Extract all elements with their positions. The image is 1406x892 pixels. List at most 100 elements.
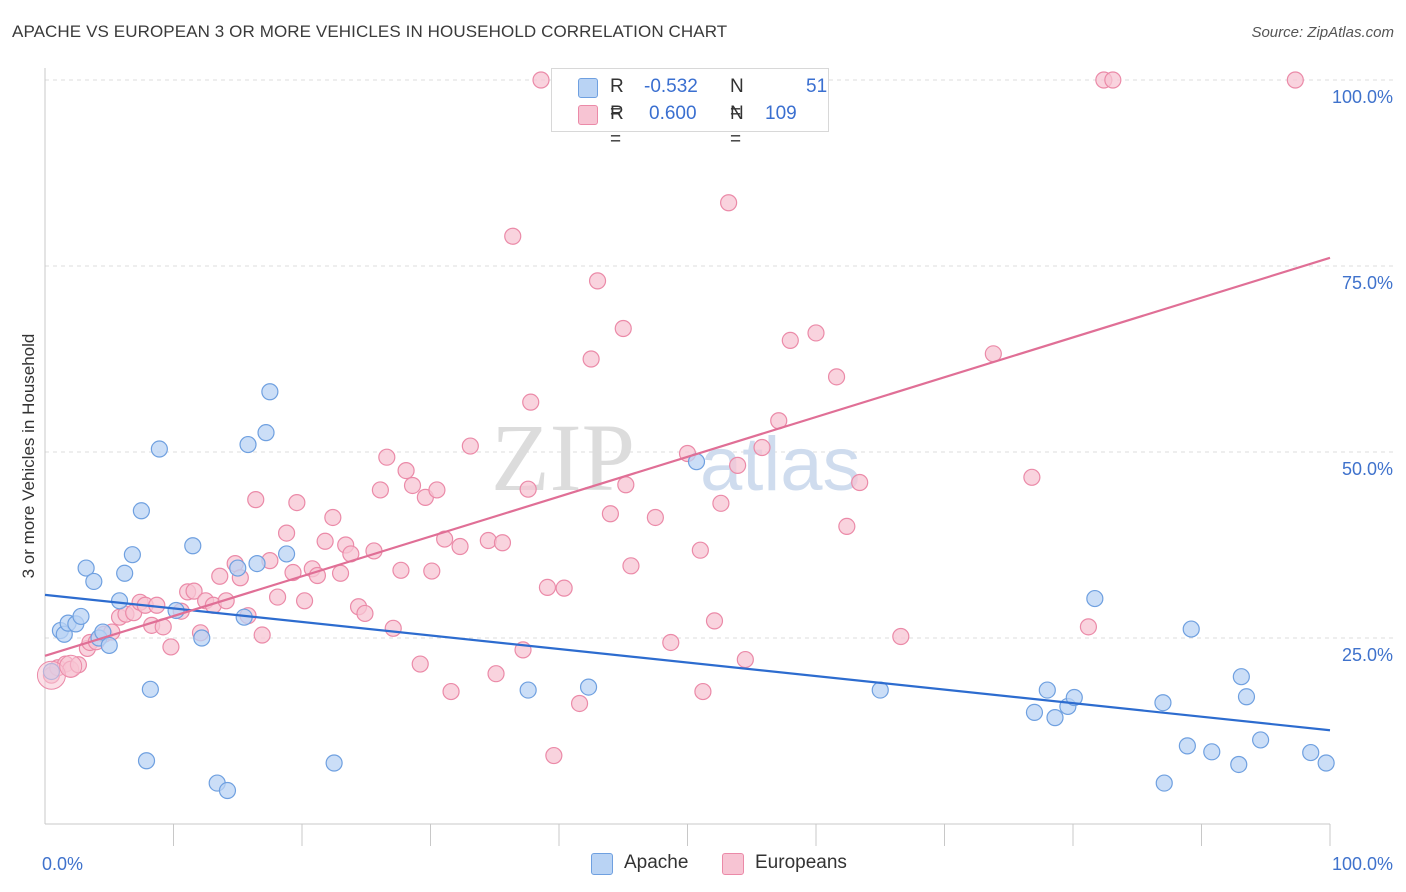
data-point-apache [72,607,90,626]
legend-swatch-apache [591,853,613,875]
legend-r-label: R = [610,76,624,123]
data-point-europeans [538,578,557,597]
data-point-apache [1155,774,1173,792]
data-point-apache [1232,668,1250,686]
legend-swatch-apache [578,78,598,98]
chart-source: Source: ZipAtlas.com [1251,24,1394,41]
data-point-europeans [1104,71,1122,89]
data-point-europeans [614,319,632,338]
data-point-europeans [331,564,350,582]
data-point-europeans [356,604,374,623]
data-point-apache [1025,703,1044,722]
legend-r-value: -0.532 [644,76,698,97]
y-tick-label: 25.0% [1342,645,1393,665]
data-point-europeans [59,654,83,678]
data-point-europeans [582,350,600,368]
data-point-europeans [295,592,314,610]
legend-label-apache: Apache [624,852,689,873]
data-point-europeans [753,438,771,457]
data-point-europeans [504,227,522,245]
data-point-apache [1046,709,1064,727]
legend-r-label: R = [610,103,624,150]
data-point-europeans [570,694,589,713]
data-point-europeans [827,368,846,386]
data-point-apache [116,564,134,582]
x-tick-label: 0.0% [42,854,83,874]
data-point-europeans [1286,71,1304,89]
data-point-europeans [316,532,334,550]
data-point-europeans [729,456,747,474]
data-point-apache [1237,688,1256,706]
data-point-europeans [277,524,296,542]
data-point-apache [239,435,257,454]
legend-swatch-europeans [722,853,744,875]
data-point-apache [579,678,598,696]
data-point-apache [1203,743,1221,761]
data-point-europeans [601,505,620,523]
y-tick-label: 50.0% [1342,459,1393,479]
data-point-europeans [838,517,856,536]
data-point-europeans [384,619,402,637]
data-point-europeans [705,612,724,630]
legend-n-value: 109 [765,103,797,124]
data-point-apache [1154,694,1172,712]
trend-line-apache [44,593,1331,732]
legend-r-value: 0.600 [649,103,697,124]
data-point-europeans [646,508,664,527]
data-point-europeans [288,493,306,512]
data-points [36,71,1335,800]
data-point-apache [193,629,211,647]
data-point-apache [218,781,237,800]
watermark-atlas: atlas [700,422,861,507]
data-point-europeans [487,665,505,683]
data-point-europeans [378,448,396,466]
data-point-europeans [493,534,512,552]
data-point-apache [325,754,343,772]
data-point-europeans [532,71,550,89]
data-point-europeans [428,481,446,499]
data-point-europeans [545,746,563,765]
correlation-legend: R = -0.532 N = 51 R = 0.600 N = 109 [551,68,829,150]
data-point-europeans [451,537,469,556]
data-point-europeans [588,272,607,290]
data-point-apache [1086,589,1104,608]
data-point-europeans [720,194,738,212]
data-point-apache [85,572,103,591]
data-point-europeans [403,476,422,495]
axes [44,68,1331,846]
data-point-europeans [211,567,229,585]
trend-line-europeans [44,256,1331,657]
data-point-europeans [268,588,287,606]
data-point-apache [519,681,537,699]
trend-lines [44,256,1331,732]
data-point-europeans [247,491,265,509]
data-point-apache [77,559,95,577]
data-point-apache [150,440,168,458]
legend-n-label: N = [730,103,744,150]
data-point-europeans [622,557,640,575]
data-point-europeans [519,480,537,498]
x-tick-label: 100.0% [1332,854,1393,874]
data-point-apache [1038,681,1056,699]
chart-title: APACHE VS EUROPEAN 3 OR MORE VEHICLES IN… [12,22,728,41]
data-point-europeans [185,582,203,600]
legend-n-value: 51 [806,76,828,97]
data-point-europeans [479,531,497,550]
data-point-europeans [371,481,389,499]
data-point-apache [1182,620,1200,638]
data-point-europeans [411,655,429,673]
y-tick-label: 100.0% [1332,87,1393,107]
data-point-europeans [162,638,180,656]
data-point-europeans [694,682,712,701]
data-point-europeans [691,541,709,559]
data-point-europeans [308,566,327,585]
data-point-europeans [807,324,825,342]
data-point-europeans [555,579,573,597]
data-point-apache [132,502,150,520]
tick-labels: 25.0% 50.0% 75.0% 100.0% 0.0% 100.0% [42,87,1393,874]
data-point-europeans [781,331,799,349]
data-point-apache [277,545,296,563]
data-point-apache [141,680,159,698]
data-point-europeans [1079,618,1098,636]
